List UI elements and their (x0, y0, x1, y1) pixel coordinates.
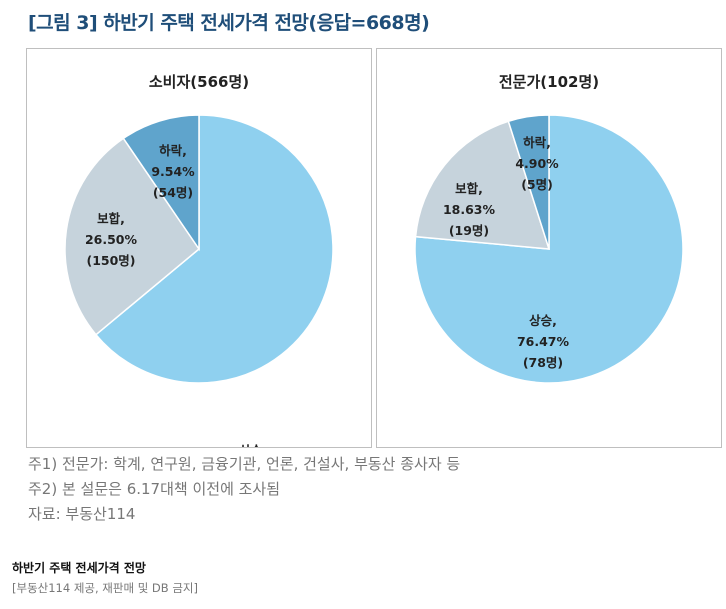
note-source: 자료: 부동산114 (28, 505, 136, 523)
expert-chart-title: 전문가(102명) (498, 73, 600, 91)
slice-label-1-1: 보합, 18.63% (19명) (443, 181, 496, 238)
caption-source: [부동산114 제공, 재판매 및 DB 금지] (12, 581, 198, 595)
pie-slice-1-1 (414, 120, 551, 250)
slice-label-1-2: 하락, 4.90% (5명) (515, 135, 559, 192)
consumer-panel: 소비자(566명) 상승,63.96%(362명) 보합,26.50%(150명)… (26, 48, 372, 448)
slice-label-0-0: 상승,63.96%(362명) (227, 443, 280, 447)
pie-slice-0-1 (64, 137, 201, 336)
caption-title: 하반기 주택 전세가격 전망 (12, 561, 146, 575)
slice-label-0-2: 하락, 9.54% (54명) (151, 143, 195, 200)
consumer-chart-title: 소비자(566명) (148, 73, 250, 91)
expert-pie-chart: 상승, 76.47% (78명) 보합, 18.63% (19명) 하락, 4.90% (5명) (414, 114, 684, 384)
pie-slice-1-2 (507, 114, 550, 250)
consumer-pie-chart: 상승,63.96%(362명) 보합,26.50%(150명) 하락,9.54%(5… (64, 114, 334, 447)
notes: 주1) 전문가: 학계, 연구원, 금융기관, 언론, 건설사, 부동산 종사자… (28, 452, 460, 527)
slice-label-1-0: 상승, 76.47% (78명) (517, 313, 570, 370)
pie-slice-0-0 (94, 114, 334, 384)
note-1: 주1) 전문가: 학계, 연구원, 금융기관, 언론, 건설사, 부동산 종사자… (28, 455, 461, 473)
pie-slice-0-2 (122, 114, 200, 252)
expert-panel: 전문가(102명) 상승, 76.47% (78명) 보합, 18.63% (19명) 하락… (376, 48, 722, 448)
slice-label-0-1: 보합, 26.50% (150명) (85, 211, 138, 268)
note-2: 주2) 본 설문은 6.17대책 이전에 조사됨 (28, 480, 281, 498)
figure-title: [그림 3] 하반기 주택 전세가격 전망(응답=668명) (28, 12, 430, 34)
